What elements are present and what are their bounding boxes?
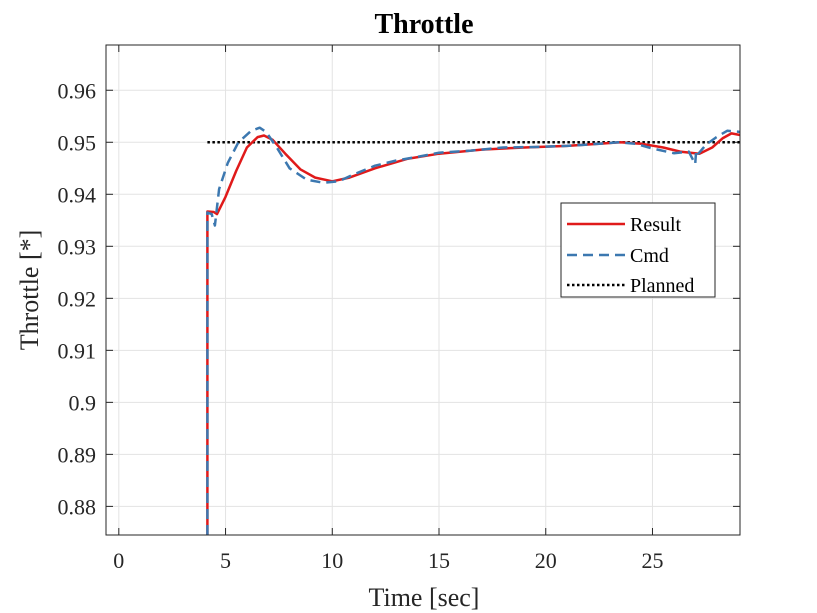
- y-tick-label: 0.88: [58, 494, 97, 519]
- legend-label-cmd: Cmd: [630, 245, 669, 267]
- legend: Result Cmd Planned: [560, 202, 716, 298]
- x-tick-label: 0: [113, 548, 124, 573]
- y-tick-label: 0.95: [58, 130, 97, 155]
- y-tick-labels: 0.88 0.89 0.9 0.91 0.92 0.93 0.94 0.95 0.96: [58, 78, 97, 519]
- x-tick-label: 10: [321, 548, 343, 573]
- x-tick-label: 15: [428, 548, 450, 573]
- y-tick-label: 0.9: [69, 390, 97, 415]
- x-tick-labels: 0 5 10 15 20 25: [113, 548, 663, 573]
- y-tick-label: 0.94: [58, 182, 97, 207]
- legend-box: [560, 202, 716, 298]
- series-layer: [206, 126, 740, 535]
- x-tick-label: 5: [220, 548, 231, 573]
- y-axis-label: Throttle [*]: [15, 230, 44, 351]
- series-line-cmd: [206, 126, 740, 535]
- axis-ticks: [106, 45, 740, 535]
- series-line-result: [206, 132, 740, 535]
- y-tick-label: 0.92: [58, 286, 97, 311]
- legend-label-planned: Planned: [630, 275, 694, 297]
- x-tick-label: 25: [641, 548, 663, 573]
- y-tick-label: 0.93: [58, 234, 97, 259]
- x-axis-label: Time [sec]: [369, 583, 480, 612]
- x-tick-label: 20: [535, 548, 557, 573]
- y-tick-label: 0.96: [58, 78, 97, 103]
- y-tick-label: 0.89: [58, 442, 97, 467]
- y-tick-label: 0.91: [58, 338, 97, 363]
- chart-title: Throttle: [374, 9, 473, 40]
- legend-label-result: Result: [630, 214, 682, 236]
- plot-frame: [105, 44, 741, 536]
